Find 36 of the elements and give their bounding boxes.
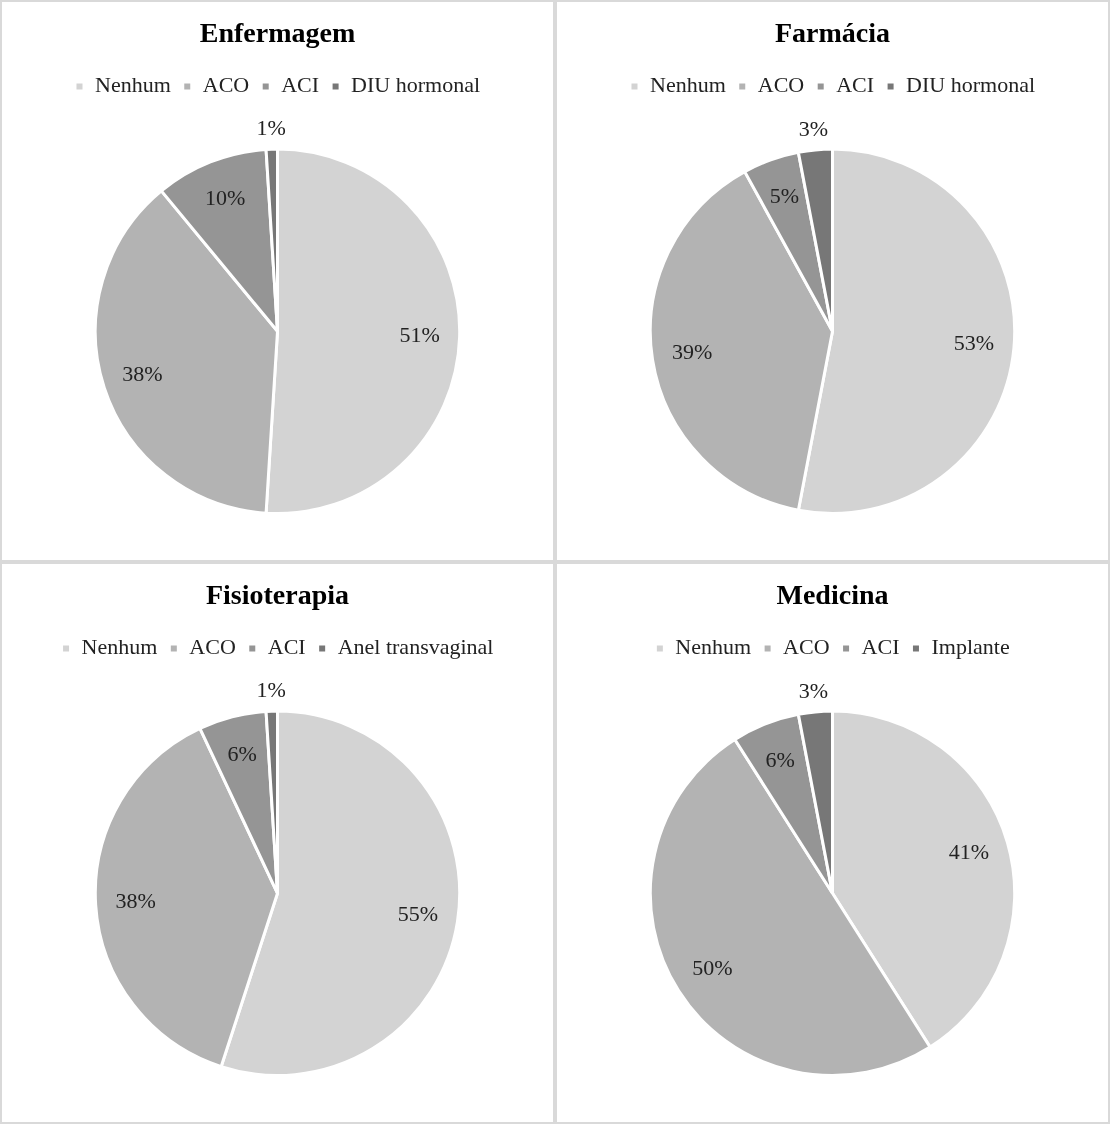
- legend-label: DIU hormonal: [906, 72, 1036, 98]
- data-label: 6%: [765, 746, 795, 772]
- legend-label: Nenhum: [81, 634, 158, 660]
- data-label: 39%: [671, 339, 713, 365]
- chart-title: Farmácia: [774, 17, 891, 49]
- data-label: 51%: [399, 321, 440, 347]
- legend-label: Nenhum: [675, 634, 752, 660]
- legend-label: ACO: [757, 72, 805, 98]
- legend-label: ACI: [836, 72, 875, 98]
- chart-title: Fisioterapia: [205, 579, 350, 611]
- chart-title: Enfermagem: [199, 17, 356, 49]
- data-label: 1%: [256, 114, 286, 140]
- legend-label: ACO: [189, 634, 236, 660]
- data-label: 10%: [205, 184, 246, 210]
- data-label: 38%: [115, 888, 156, 913]
- legend-label: DIU hormonal: [351, 72, 481, 98]
- legend-label: ACO: [783, 634, 830, 660]
- legend-label: Implante: [931, 634, 1010, 660]
- legend-label: Nenhum: [94, 72, 171, 98]
- legend-label: ACI: [267, 634, 306, 660]
- legend-label: Nenhum: [649, 72, 726, 98]
- data-label: 50%: [692, 955, 733, 981]
- data-label: 53%: [953, 330, 995, 356]
- data-label: 55%: [397, 901, 439, 927]
- data-label: 3%: [798, 115, 829, 141]
- data-label: 3%: [798, 677, 829, 703]
- data-label: 1%: [256, 676, 286, 702]
- data-label: 5%: [769, 183, 800, 209]
- legend-label: ACO: [202, 72, 250, 98]
- chart-title: Medicina: [776, 579, 889, 611]
- legend-label: ACI: [861, 634, 900, 660]
- legend-label: ACI: [281, 72, 320, 98]
- data-label: 41%: [948, 839, 990, 865]
- data-label: 38%: [122, 361, 163, 386]
- data-label: 6%: [227, 741, 257, 767]
- legend-label: Anel transvaginal: [337, 634, 494, 660]
